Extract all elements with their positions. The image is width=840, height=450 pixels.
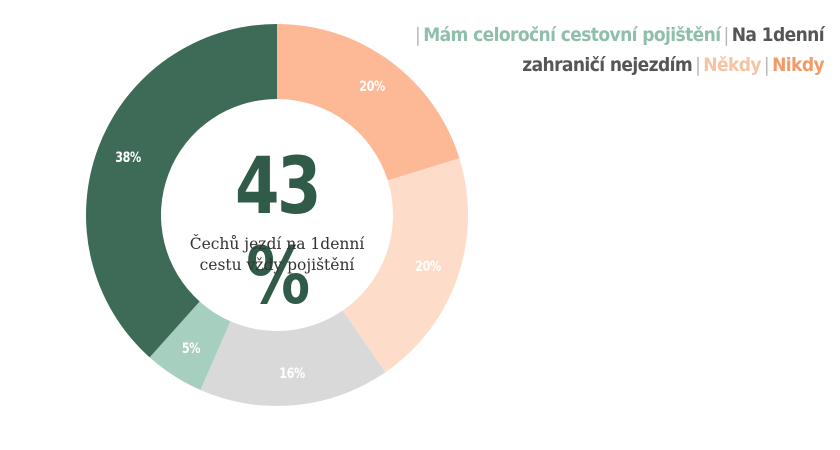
legend-item-celorocni: Mám celoroční cestovní pojištění — [423, 24, 721, 46]
slice-label: 20% — [358, 78, 385, 95]
slice-label: 5% — [181, 341, 201, 358]
legend-separator: | — [695, 54, 701, 76]
slice-label: 16% — [279, 365, 305, 382]
slice-label: 38% — [115, 150, 141, 167]
center-caption: Čechů jezdí na 1denní cestu vždy pojiště… — [157, 234, 397, 276]
legend-separator: | — [763, 54, 770, 76]
legend-item-nekdy: Někdy — [703, 54, 761, 76]
legend-item-nikdy: Nikdy — [772, 54, 825, 76]
center-caption-line1: Čechů jezdí na 1denní — [189, 235, 365, 253]
donut-slice — [85, 24, 278, 358]
donut-slice — [149, 301, 231, 390]
center-caption-line2: cestu vždy pojištění — [199, 256, 355, 274]
center-value: 43 % — [234, 142, 322, 322]
legend-item-nejezdim: Na 1denní zahraničí nejezdím — [522, 24, 824, 76]
donut-slice — [277, 24, 460, 181]
donut-slice — [200, 310, 386, 406]
legend-separator: | — [415, 24, 421, 46]
slice-label: 20% — [414, 259, 441, 276]
donut-slice — [342, 158, 468, 373]
legend-separator: | — [723, 24, 730, 46]
legend: | Mám celoroční cestovní pojištění | Na 1de… — [384, 20, 825, 80]
